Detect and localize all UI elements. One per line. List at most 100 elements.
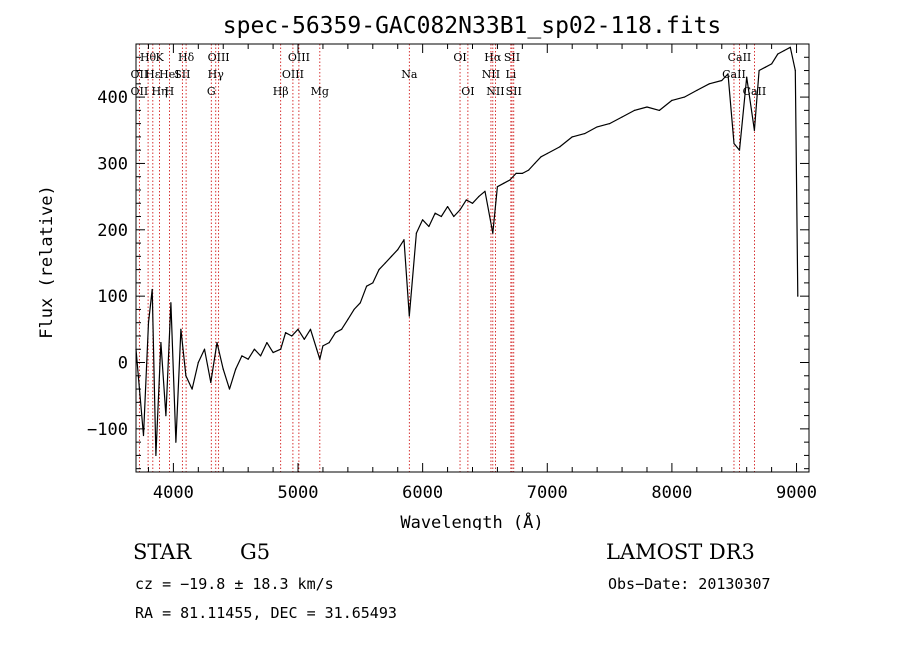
data-point-41 xyxy=(372,282,374,284)
x-tick-label-5: 9000 xyxy=(776,483,817,503)
data-point-61 xyxy=(496,186,499,188)
object-class: STAR xyxy=(133,540,192,564)
y-tick-label-0: −100 xyxy=(87,420,128,440)
data-point-4 xyxy=(155,454,157,457)
data-point-18 xyxy=(235,368,237,370)
line-label-lines_mid-2: HeI xyxy=(159,68,179,81)
line-label-lines_mid-1: Hε xyxy=(145,68,161,81)
data-point-78 xyxy=(658,109,661,111)
line-label-lines_low-8: SII xyxy=(506,85,522,98)
data-point-45 xyxy=(397,249,399,251)
line-label-lines_mid-3: SII xyxy=(174,68,190,81)
data-point-24 xyxy=(272,351,274,354)
data-point-35 xyxy=(334,332,337,334)
coordinates: RA = 81.11455, DEC = 31.65493 xyxy=(135,604,397,622)
line-label-lines_top-1: K xyxy=(155,51,164,64)
data-point-2 xyxy=(147,322,150,324)
data-point-80 xyxy=(683,96,685,98)
line-label-lines_low-5: Mg xyxy=(311,85,329,98)
data-point-63 xyxy=(509,179,511,181)
data-point-22 xyxy=(260,355,262,357)
data-point-90 xyxy=(764,66,766,68)
line-label-lines_low-2: H xyxy=(165,85,175,98)
data-point-79 xyxy=(671,99,673,102)
data-point-12 xyxy=(197,361,199,364)
y-axis: −100 0 100 200 300 400 xyxy=(87,43,809,470)
line-label-lines_low-7: NII xyxy=(486,85,504,98)
data-point-14 xyxy=(210,381,212,384)
data-point-17 xyxy=(228,388,231,390)
data-point-58 xyxy=(478,196,480,198)
data-point-68 xyxy=(540,156,542,158)
redshift-value: cz = −19.8 ± 18.3 km/s xyxy=(135,575,334,593)
data-point-73 xyxy=(596,126,598,128)
line-label-lines_top-8: CaII xyxy=(728,51,752,64)
data-point-62 xyxy=(503,182,505,184)
line-label-lines_mid-6: Na xyxy=(401,68,418,81)
line-label-lines_top-7: SII xyxy=(504,51,520,64)
data-point-55 xyxy=(459,209,461,211)
data-point-29 xyxy=(303,338,305,340)
data-point-72 xyxy=(584,132,586,135)
data-point-42 xyxy=(378,269,380,271)
data-point-93 xyxy=(783,50,785,52)
line-label-lines_top-6: Hα xyxy=(484,51,502,64)
line-label-lines_mid-5: OIII xyxy=(282,68,304,81)
line-label-lines_low-1: Hη xyxy=(151,85,167,98)
data-point-30 xyxy=(309,328,312,330)
x-tick-label-3: 7000 xyxy=(527,483,568,503)
data-point-83 xyxy=(721,79,723,82)
object-subclass: G5 xyxy=(240,540,271,564)
data-point-39 xyxy=(359,302,361,304)
data-point-8 xyxy=(175,441,177,443)
data-point-60 xyxy=(492,232,494,234)
data-point-9 xyxy=(180,328,182,330)
data-point-65 xyxy=(521,172,523,174)
x-axis-label: Wavelength (Å) xyxy=(400,511,543,530)
data-point-47 xyxy=(408,315,410,317)
data-point-87 xyxy=(746,76,748,78)
data-point-25 xyxy=(280,348,282,350)
data-point-75 xyxy=(621,116,623,118)
x-tick-label-2: 6000 xyxy=(402,483,443,503)
data-point-31 xyxy=(316,348,318,350)
data-point-88 xyxy=(753,129,756,131)
data-point-49 xyxy=(422,219,424,221)
data-point-38 xyxy=(353,308,355,311)
data-point-50 xyxy=(428,225,430,228)
data-point-85 xyxy=(733,142,735,145)
data-point-10 xyxy=(185,375,187,377)
line-label-lines_low-3: G xyxy=(207,85,216,98)
data-point-20 xyxy=(247,358,249,360)
data-point-96 xyxy=(797,295,799,297)
data-point-37 xyxy=(347,318,349,320)
data-point-89 xyxy=(758,69,760,72)
spectrum-chart: spec-56359-GAC082N33B1_sp02-118.fits Hθ K… xyxy=(37,13,817,530)
x-tick-label-1: 5000 xyxy=(278,483,319,503)
data-point-94 xyxy=(789,46,791,48)
data-point-59 xyxy=(484,190,486,192)
plot-frame xyxy=(135,43,810,473)
data-point-76 xyxy=(633,109,636,111)
data-point-64 xyxy=(515,172,517,174)
line-label-lines_low-6: OI xyxy=(461,85,474,98)
data-point-34 xyxy=(328,342,330,344)
data-point-69 xyxy=(546,152,548,155)
data-point-23 xyxy=(266,342,268,344)
data-point-56 xyxy=(465,199,467,201)
data-point-95 xyxy=(794,69,796,72)
line-label-lines_mid-8: Li xyxy=(505,68,516,81)
line-label-lines_low-4: Hβ xyxy=(273,85,289,98)
line-label-lines_mid-9: CaII xyxy=(722,68,746,81)
data-point-6 xyxy=(165,414,167,417)
data-point-46 xyxy=(403,239,405,241)
y-tick-label-2: 100 xyxy=(97,287,128,307)
survey-name: LAMOST DR3 xyxy=(606,540,755,564)
data-point-26 xyxy=(284,332,287,334)
line-label-lines_mid-0: OII xyxy=(131,68,149,81)
line-label-lines_top-2: Hδ xyxy=(178,51,195,64)
observation-date: Obs−Date: 20130307 xyxy=(608,575,771,593)
data-point-70 xyxy=(559,146,561,148)
data-point-7 xyxy=(170,302,172,304)
